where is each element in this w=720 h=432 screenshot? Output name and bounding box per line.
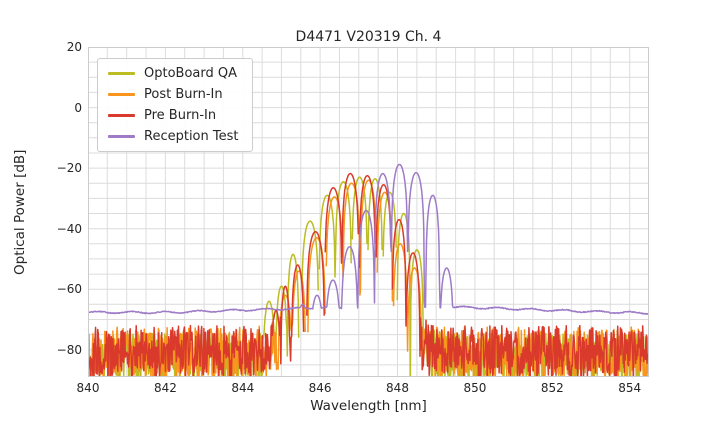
legend: OptoBoard QA Post Burn-In Pre Burn-In Re… — [97, 58, 254, 152]
y-tick-0: 0 — [74, 100, 82, 115]
x-tick-840: 840 — [76, 381, 100, 395]
y-tick-−40: −40 — [56, 221, 82, 236]
legend-item-optoboard-qa: OptoBoard QA — [108, 63, 238, 84]
y-axis-label: Optical Power [dB] — [12, 149, 28, 275]
y-tick-20: 20 — [66, 40, 82, 54]
chart-title: D4471 V20319 Ch. 4 — [295, 29, 442, 45]
y-tick-−60: −60 — [56, 282, 82, 297]
legend-item-post-burn-in: Post Burn-In — [108, 84, 238, 105]
x-tick-844: 844 — [231, 381, 255, 395]
legend-line-icon — [108, 72, 135, 75]
legend-line-icon — [108, 114, 135, 117]
series-curve-post-burn-in — [88, 179, 649, 377]
x-tick-850: 850 — [463, 381, 487, 395]
legend-label: OptoBoard QA — [144, 66, 237, 81]
x-tick-842: 842 — [153, 381, 177, 395]
x-tick-848: 848 — [386, 381, 409, 395]
series-curve-reception-test — [88, 163, 649, 316]
legend-label: Reception Test — [144, 129, 239, 144]
x-tick-854: 854 — [618, 381, 642, 395]
x-axis-label: Wavelength [nm] — [310, 398, 427, 414]
y-tick-−20: −20 — [56, 161, 82, 176]
legend-label: Post Burn-In — [144, 87, 223, 102]
legend-item-pre-burn-in: Pre Burn-In — [108, 105, 238, 126]
legend-label: Pre Burn-In — [144, 108, 217, 123]
plot-frame — [88, 47, 649, 377]
legend-item-reception-test: Reception Test — [108, 126, 238, 147]
legend-line-icon — [108, 93, 135, 96]
y-tick-−80: −80 — [56, 342, 82, 357]
series-curve-pre-burn-in — [88, 172, 649, 377]
x-tick-852: 852 — [540, 381, 564, 395]
legend-line-icon — [108, 135, 135, 138]
x-tick-846: 846 — [308, 381, 332, 395]
